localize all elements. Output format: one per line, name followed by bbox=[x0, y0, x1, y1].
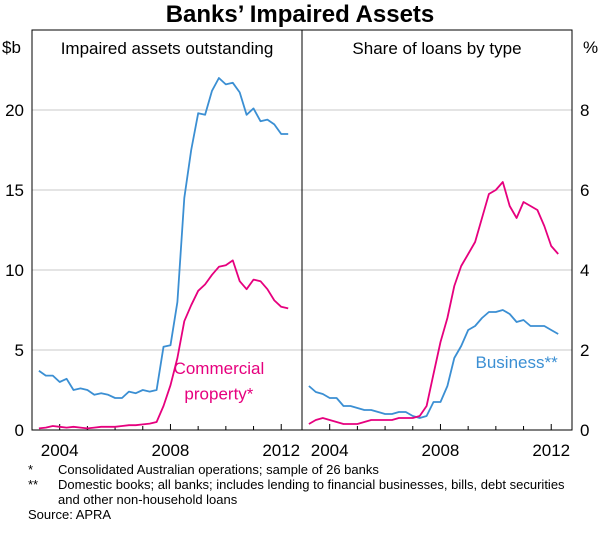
footnote-text: Consolidated Australian operations; samp… bbox=[58, 462, 379, 477]
x-tick-label: 2008 bbox=[422, 441, 460, 460]
panel-title: Share of loans by type bbox=[352, 39, 521, 58]
y-tick-label: 5 bbox=[15, 341, 24, 360]
x-tick-label: 2012 bbox=[532, 441, 570, 460]
series-line bbox=[38, 77, 289, 399]
y-tick-label: 20 bbox=[5, 101, 24, 120]
y-tick-label: 2 bbox=[580, 341, 589, 360]
footnote-mark: ** bbox=[28, 477, 39, 492]
series-label: Commercial bbox=[174, 359, 265, 378]
series-line bbox=[38, 259, 289, 430]
y-axis-label-left: $b bbox=[2, 38, 21, 57]
panel-impaired-assets: Impaired assets outstanding $b 0 5 10 15 20 2… bbox=[2, 38, 302, 460]
footnote-text: Domestic books; all banks; includes lend… bbox=[58, 477, 565, 507]
panel-title: Impaired assets outstanding bbox=[61, 39, 274, 58]
y-tick-label: 0 bbox=[580, 421, 589, 440]
chart-title: Banks’ Impaired Assets bbox=[166, 1, 435, 28]
y-tick-label: 6 bbox=[580, 181, 589, 200]
footnote-mark: * bbox=[28, 462, 34, 477]
y-tick-label: 15 bbox=[5, 181, 24, 200]
source: Source: APRA bbox=[28, 507, 112, 522]
series-label: Business** bbox=[476, 353, 559, 372]
y-tick-label: 4 bbox=[580, 261, 589, 280]
x-tick-label: 2004 bbox=[41, 441, 79, 460]
y-tick-label: 8 bbox=[580, 101, 589, 120]
y-axis-label-right: % bbox=[583, 38, 598, 57]
footnotes: * Consolidated Australian operations; sa… bbox=[28, 462, 588, 522]
footnote: ** Domestic books; all banks; includes l… bbox=[28, 477, 588, 507]
series-label: property* bbox=[184, 385, 253, 404]
panel-share-of-loans: Share of loans by type % 0 2 4 6 8 2004 2008 20… bbox=[301, 38, 598, 460]
y-tick-label: 0 bbox=[15, 421, 24, 440]
footnote: * Consolidated Australian operations; sa… bbox=[28, 462, 588, 477]
y-tick-label: 10 bbox=[5, 261, 24, 280]
series-line bbox=[308, 309, 559, 419]
x-tick-label: 2008 bbox=[152, 441, 190, 460]
series-line bbox=[308, 181, 559, 425]
x-tick-label: 2004 bbox=[311, 441, 349, 460]
x-tick-label: 2012 bbox=[262, 441, 300, 460]
